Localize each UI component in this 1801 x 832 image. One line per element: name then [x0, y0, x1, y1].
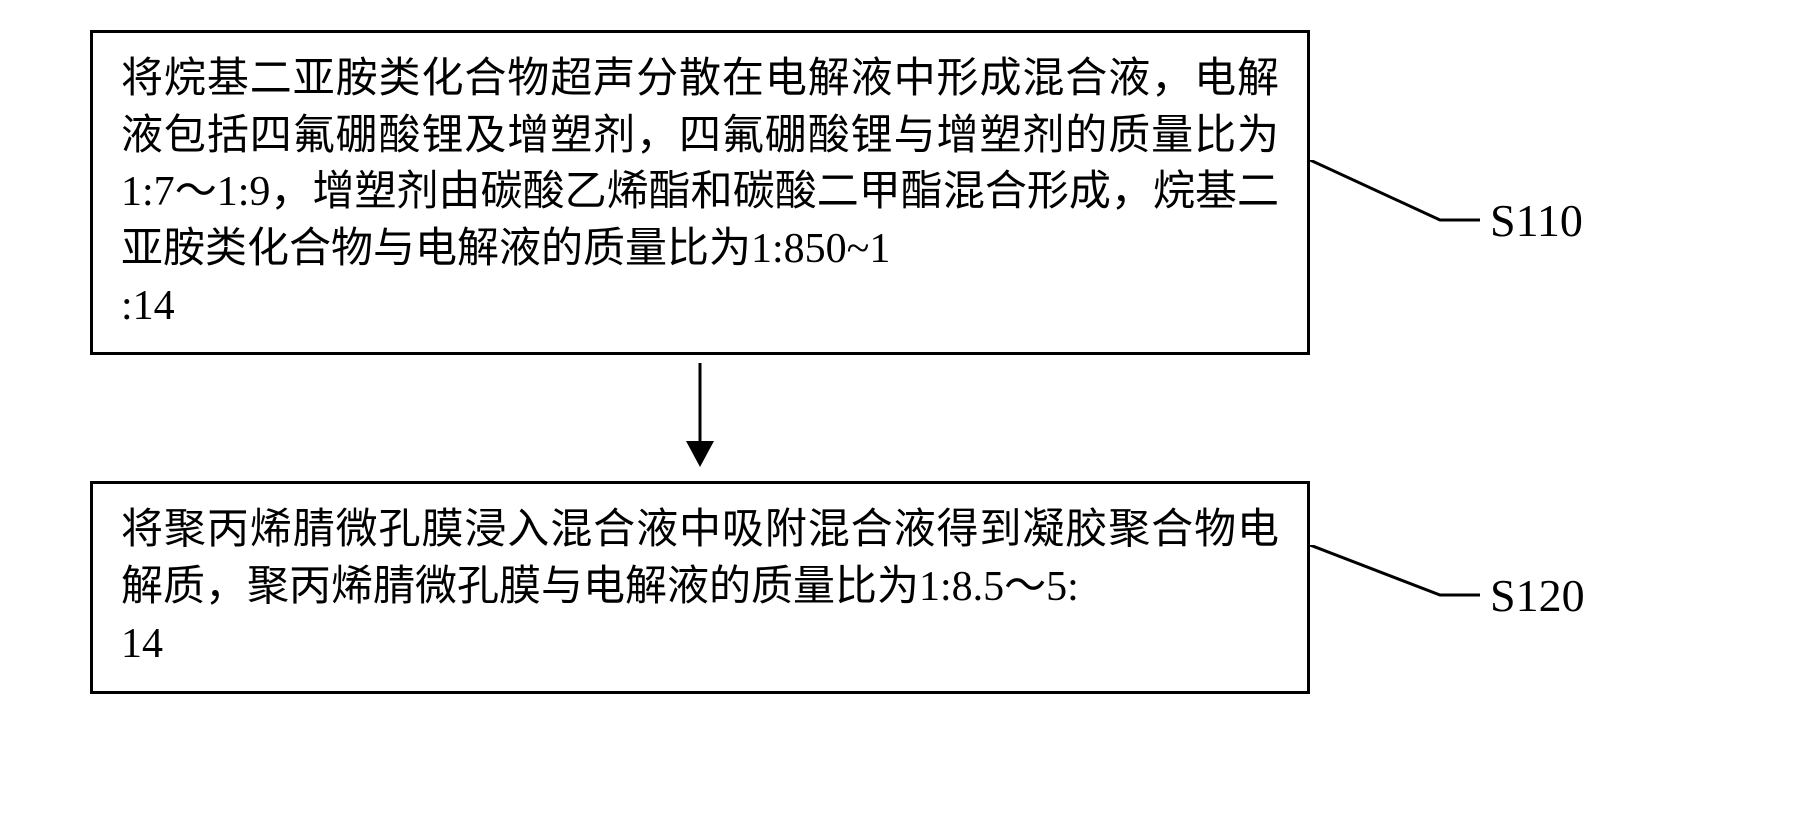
- step-label: S110: [1490, 194, 1583, 247]
- step-label: S120: [1490, 569, 1585, 622]
- flow-step-text: 将烷基二亚胺类化合物超声分散在电解液中形成混合液，电解液包括四氟硼酸锂及增塑剂，…: [121, 51, 1279, 334]
- flow-step-text: 将聚丙烯腈微孔膜浸入混合液中吸附混合液得到凝胶聚合物电解质，聚丙烯腈微孔膜与电解…: [121, 502, 1279, 672]
- arrow-down-icon: [680, 363, 720, 473]
- step-text-main: 将烷基二亚胺类化合物超声分散在电解液中形成混合液，电解液包括四氟硼酸锂及增塑剂，…: [121, 56, 1279, 272]
- step-text-main: 将聚丙烯腈微孔膜浸入混合液中吸附混合液得到凝胶聚合物电解质，聚丙烯腈微孔膜与电解…: [121, 507, 1279, 610]
- flow-step-box: 将聚丙烯腈微孔膜浸入混合液中吸附混合液得到凝胶聚合物电解质，聚丙烯腈微孔膜与电解…: [90, 481, 1310, 693]
- step-text-last: 14: [121, 616, 1279, 673]
- flowchart-container: 将烷基二亚胺类化合物超声分散在电解液中形成混合液，电解液包括四氟硼酸锂及增塑剂，…: [90, 30, 1710, 694]
- step-text-last: :14: [121, 278, 1279, 335]
- flow-step-box: 将烷基二亚胺类化合物超声分散在电解液中形成混合液，电解液包括四氟硼酸锂及增塑剂，…: [90, 30, 1310, 355]
- flow-arrow-container: [90, 363, 1310, 473]
